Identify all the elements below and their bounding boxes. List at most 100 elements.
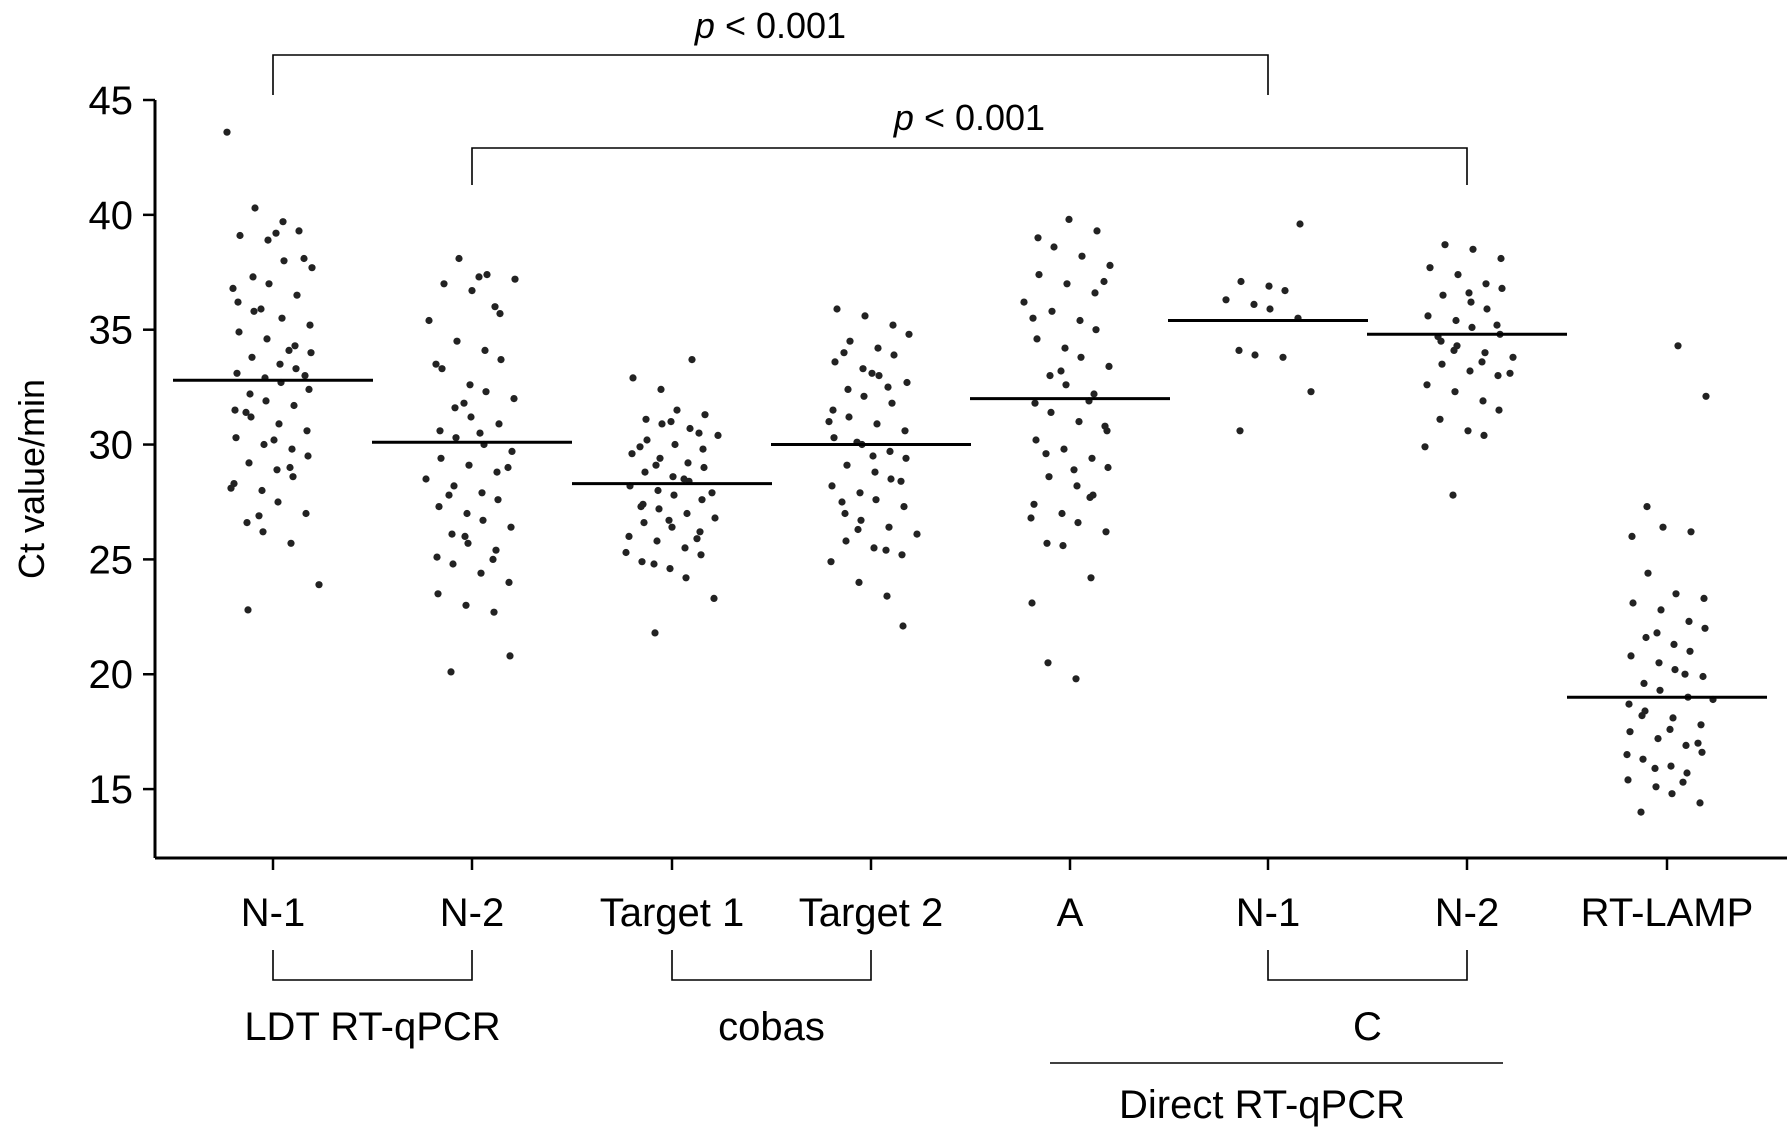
- data-point: [289, 473, 297, 481]
- data-point: [1687, 528, 1695, 536]
- data-point: [638, 558, 646, 566]
- data-point: [1281, 287, 1289, 295]
- data-point: [244, 606, 252, 614]
- data-point: [278, 314, 286, 322]
- data-point: [478, 489, 486, 497]
- data-point: [642, 415, 650, 423]
- y-axis-label: Ct value/min: [11, 379, 52, 579]
- y-axis-ticks: 15 20 25 30 35 40 45: [89, 79, 155, 812]
- data-point: [1493, 321, 1501, 329]
- data-point: [1479, 397, 1487, 405]
- data-point: [285, 346, 293, 354]
- data-point: [710, 594, 718, 603]
- data-point: [450, 482, 458, 490]
- data-point: [307, 349, 315, 357]
- data-point: [1642, 633, 1650, 642]
- data-points: [223, 128, 1717, 816]
- data-point: [249, 273, 257, 281]
- data-point: [1637, 808, 1645, 816]
- data-point: [683, 509, 691, 518]
- data-point: [1506, 369, 1514, 377]
- data-point: [293, 291, 301, 299]
- data-point: [888, 399, 896, 407]
- data-point: [1659, 523, 1667, 531]
- data-point: [449, 560, 457, 568]
- data-point: [1086, 493, 1094, 501]
- data-point: [1050, 243, 1058, 251]
- data-point: [1627, 652, 1635, 660]
- data-point: [496, 310, 504, 318]
- category-groups: LDT RT-qPCR cobas C Direct RT-qPCR: [244, 950, 1503, 1127]
- data-point: [1481, 349, 1489, 357]
- data-point: [1105, 362, 1113, 370]
- data-point: [482, 388, 490, 396]
- data-point: [1483, 305, 1491, 313]
- data-point: [495, 420, 503, 428]
- data-point: [467, 413, 475, 421]
- data-point: [434, 590, 442, 598]
- data-point: [245, 459, 253, 467]
- data-point: [1696, 799, 1704, 807]
- data-point: [1668, 790, 1676, 798]
- data-point: [422, 475, 430, 483]
- data-point: [860, 392, 868, 400]
- data-point: [452, 434, 460, 442]
- data-point: [461, 532, 469, 541]
- data-point: [234, 298, 242, 306]
- data-point: [1478, 358, 1486, 366]
- data-point: [1625, 700, 1633, 708]
- data-point: [435, 503, 443, 511]
- group-label: C: [1353, 1005, 1382, 1049]
- data-point: [1106, 261, 1114, 269]
- data-point: [1074, 519, 1082, 527]
- data-point: [497, 356, 505, 364]
- data-point: [640, 519, 648, 527]
- data-point: [671, 440, 679, 449]
- data-point: [1063, 280, 1071, 288]
- data-point: [1048, 307, 1056, 315]
- data-point: [1454, 271, 1462, 279]
- data-point: [1222, 296, 1230, 304]
- data-point: [276, 360, 284, 368]
- data-point: [673, 406, 681, 414]
- data-point: [227, 484, 235, 492]
- data-point: [463, 509, 471, 518]
- data-point: [490, 608, 498, 616]
- data-point: [899, 622, 907, 630]
- data-point: [466, 381, 474, 389]
- data-point: [1020, 298, 1028, 306]
- data-point: [651, 629, 659, 637]
- data-point: [1694, 739, 1702, 747]
- data-point: [1482, 280, 1490, 288]
- x-tick-label: A: [1057, 891, 1084, 935]
- data-point: [827, 558, 835, 566]
- data-point: [259, 528, 267, 536]
- data-point: [714, 431, 722, 439]
- data-point: [1651, 764, 1659, 773]
- data-point: [1092, 326, 1100, 334]
- data-point: [262, 397, 270, 405]
- data-point: [629, 374, 637, 382]
- x-tick-label: N-1: [241, 891, 305, 935]
- data-point: [263, 335, 271, 343]
- data-point: [232, 434, 240, 442]
- group-label: Direct RT-qPCR: [1119, 1083, 1405, 1127]
- data-point: [825, 418, 833, 426]
- data-point: [913, 530, 921, 538]
- data-point: [869, 452, 877, 460]
- data-point: [885, 523, 893, 531]
- data-point: [861, 312, 869, 320]
- x-tick-label: N-2: [1435, 891, 1499, 935]
- data-point: [1681, 670, 1689, 678]
- data-point: [886, 447, 894, 455]
- data-point: [1265, 282, 1273, 290]
- data-point: [1657, 606, 1665, 614]
- data-point: [857, 516, 865, 524]
- data-point: [460, 399, 468, 407]
- data-point: [1075, 418, 1083, 426]
- data-point: [507, 523, 515, 531]
- data-point: [1639, 755, 1647, 763]
- data-point: [1237, 277, 1245, 286]
- median-lines: [173, 319, 1767, 699]
